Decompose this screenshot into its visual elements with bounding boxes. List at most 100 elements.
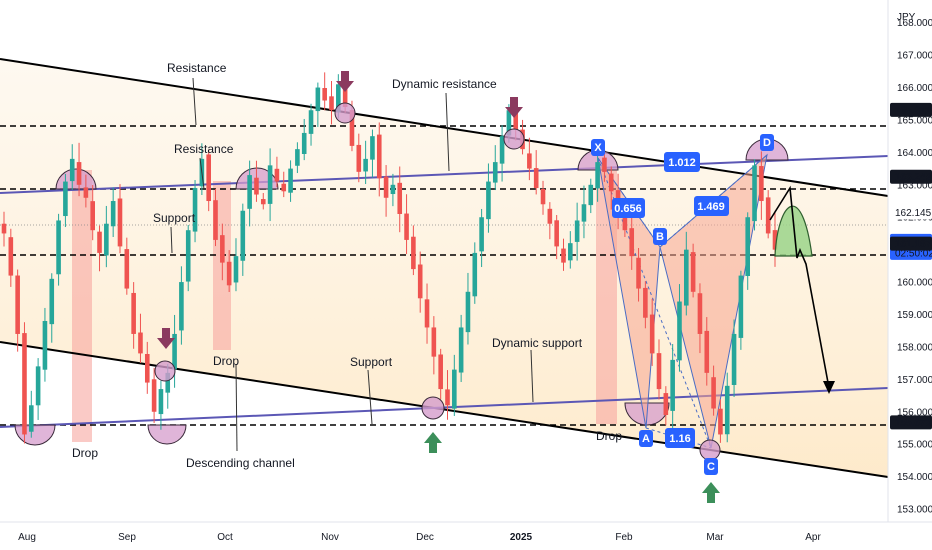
candle [533,150,539,195]
candle [499,125,505,182]
time-axis-labels: Aug Sep Oct Nov Dec 2025 Feb Mar Apr [18,532,821,543]
candle [452,354,457,416]
candle [370,129,375,178]
candle [56,213,61,286]
candles [1,72,778,444]
price-tick-label: 167.000 [897,51,932,62]
candle [49,273,55,343]
svg-text:0.656: 0.656 [614,203,642,215]
candle [752,159,757,231]
point-badge-a [639,430,653,447]
candle [438,348,443,400]
price-tick-label: 160.000 [897,278,932,289]
candle [690,243,696,298]
price-tick-label: 159.000 [897,310,932,321]
candle [704,317,710,386]
candle [554,215,559,260]
candle [417,251,423,313]
price-tick-label: 153.000 [897,505,932,516]
candle [759,151,764,220]
point-badge-b [653,228,667,245]
candle [472,242,478,304]
candle [629,209,635,270]
ratio-badge [664,152,700,172]
time-axis[interactable] [0,522,932,550]
price-tick-label: 158.000 [897,342,932,353]
svg-text:163.249: 163.249 [895,172,932,183]
annotation-pointers [170,77,534,452]
candle [69,144,75,191]
candle [376,122,382,197]
price-tag: 163.249 [890,169,932,184]
candle [138,313,143,364]
candle [131,282,136,349]
candle [527,137,532,181]
price-axis[interactable] [888,0,932,522]
price-tag: 165.311 [890,102,932,117]
down-arrow-icon [505,97,523,118]
candle [458,314,464,382]
candle [247,160,252,227]
svg-text:D: D [763,137,771,149]
label-drop: Drop [596,429,622,443]
price-tick-label: 165.000 [897,115,932,126]
svg-text:1.16: 1.16 [669,433,690,445]
candle [28,390,34,438]
time-label: Sep [118,532,136,543]
candle [581,185,587,239]
label-descending-channel: Descending channel [186,456,295,470]
time-label: Feb [615,532,633,543]
price-tag: 155.673 [890,415,932,430]
candle [547,202,553,240]
price-tags: 165.311163.249162.145161.27002:50:02161.… [890,102,932,430]
pivot-circle [154,360,176,382]
candle [486,163,491,233]
candle [731,319,737,398]
candle [561,238,566,271]
candle [233,238,239,292]
candle [301,118,307,161]
candle [390,173,396,207]
pivot-circle [421,396,445,420]
pivot-circles [154,102,721,461]
projection-bump [774,205,813,257]
candle [124,237,130,295]
candle [97,225,102,272]
candle [22,322,27,444]
candle [411,225,416,276]
svg-text:B: B [656,231,664,243]
signal-arrows [157,71,720,503]
pivot-circle [503,128,525,150]
candle [724,372,730,443]
label-support-upper: Support [153,211,196,225]
candle [63,173,68,228]
candle [172,314,177,388]
channel-upper-line [0,58,889,197]
candle [42,307,48,382]
candle [697,283,703,354]
candle [315,82,321,127]
svg-text:155.673: 155.673 [895,418,932,429]
candle [281,171,287,198]
label-dynamic-support: Dynamic support [492,336,583,350]
down-arrow-icon [336,71,354,92]
svg-text:1.012: 1.012 [668,157,696,169]
candle [465,272,471,345]
candle [35,358,41,420]
candle [329,81,334,125]
svg-text:02:50:02: 02:50:02 [895,248,932,259]
point-badge-d [760,134,774,151]
up-arrow-icon [424,432,442,453]
price-tick-label: 166.000 [897,83,932,94]
candle [479,208,484,268]
candle [295,142,300,174]
pivot-circle [699,439,721,461]
price-tag: 162.145 [890,205,932,220]
price-tick-label: 157.000 [897,375,932,386]
projection-arrowhead [823,381,835,394]
candle [745,212,751,290]
time-label: Mar [706,532,724,543]
candle [677,284,682,372]
candle [213,188,218,247]
